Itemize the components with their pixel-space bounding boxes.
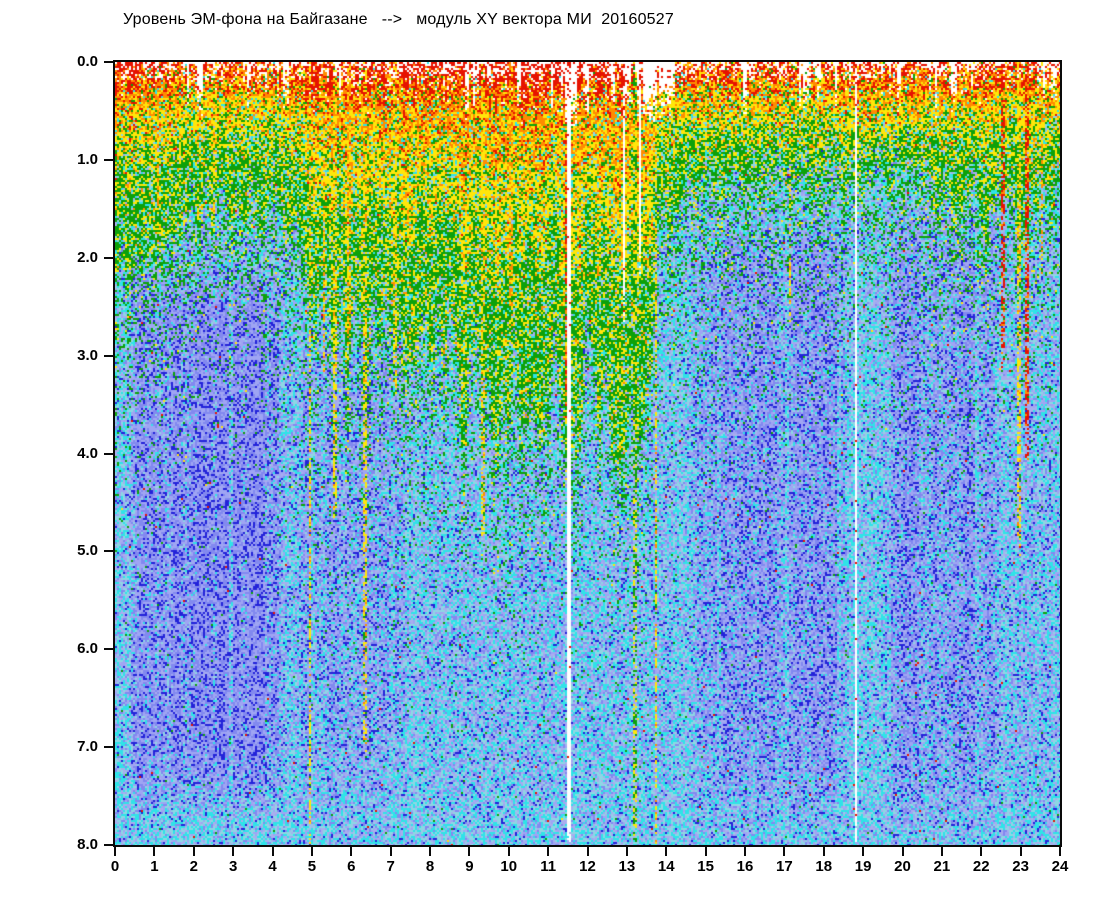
x-tick xyxy=(586,847,589,856)
x-tick-label: 7 xyxy=(386,858,395,875)
y-tick-label: 5.0 xyxy=(77,542,98,560)
y-tick xyxy=(104,256,113,259)
x-tick xyxy=(901,847,904,856)
x-tick xyxy=(1059,847,1061,856)
x-tick-label: 1 xyxy=(150,858,159,875)
x-tick xyxy=(192,847,195,856)
y-tick xyxy=(104,61,113,63)
x-tick-label: 14 xyxy=(657,858,675,875)
x-tick xyxy=(1019,847,1022,856)
x-tick xyxy=(980,847,983,856)
x-tick xyxy=(350,847,353,856)
x-tick-label: 3 xyxy=(228,858,238,875)
x-tick xyxy=(744,847,746,856)
x-tick xyxy=(625,847,628,856)
x-tick-label: 6 xyxy=(347,858,356,875)
chart-title: Уровень ЭМ-фона на Байгазане --> модуль … xyxy=(123,11,674,28)
y-tick-label: 4.0 xyxy=(77,444,98,462)
x-tick-label: 12 xyxy=(579,858,596,875)
y-tick-label: 6.0 xyxy=(77,640,98,658)
y-tick-label: 8.0 xyxy=(77,836,98,853)
x-tick xyxy=(547,847,550,856)
x-tick xyxy=(862,847,865,856)
x-tick-label: 9 xyxy=(465,858,474,875)
x-tick-label: 15 xyxy=(697,858,714,875)
x-tick-label: 21 xyxy=(933,858,951,875)
y-tick xyxy=(104,844,113,846)
x-tick xyxy=(232,847,235,856)
x-tick xyxy=(114,847,116,856)
x-tick xyxy=(822,847,825,856)
plot-area xyxy=(113,60,1062,847)
y-tick xyxy=(104,648,113,651)
x-tick-label: 2 xyxy=(189,858,198,875)
scatter-field-canvas xyxy=(115,62,1060,845)
x-tick-label: 23 xyxy=(1012,858,1029,875)
x-tick-label: 8 xyxy=(425,858,435,875)
x-tick-label: 24 xyxy=(1051,858,1069,875)
x-tick-label: 10 xyxy=(500,858,518,875)
x-tick xyxy=(271,847,274,856)
x-tick xyxy=(665,847,668,856)
x-tick xyxy=(507,847,510,856)
x-tick xyxy=(704,847,707,856)
y-tick-label: 2.0 xyxy=(77,248,98,266)
y-tick-label: 7.0 xyxy=(77,738,98,756)
x-tick-label: 20 xyxy=(894,858,911,875)
x-tick xyxy=(940,847,943,856)
y-tick xyxy=(104,354,113,357)
x-tick xyxy=(153,847,156,856)
x-tick-label: 18 xyxy=(815,858,833,875)
x-tick-label: 4 xyxy=(268,858,277,875)
x-tick-label: 17 xyxy=(776,858,793,875)
y-tick-label: 1.0 xyxy=(77,150,98,168)
x-tick xyxy=(783,847,786,856)
x-tick xyxy=(310,847,313,856)
x-tick xyxy=(468,847,471,856)
y-tick xyxy=(104,158,113,161)
x-tick-label: 22 xyxy=(972,858,990,875)
x-tick-label: 19 xyxy=(854,858,872,875)
x-tick-label: 16 xyxy=(736,858,754,875)
x-tick-label: 11 xyxy=(540,858,557,875)
x-tick xyxy=(429,847,431,856)
y-tick xyxy=(104,452,113,455)
x-tick-label: 0 xyxy=(110,858,120,875)
y-tick-label: 3.0 xyxy=(77,346,98,364)
x-tick xyxy=(389,847,392,856)
y-tick-label: 0.0 xyxy=(77,53,98,70)
x-tick-label: 13 xyxy=(618,858,636,875)
x-tick-label: 5 xyxy=(307,858,317,875)
y-tick xyxy=(104,550,113,553)
y-tick xyxy=(104,746,113,749)
